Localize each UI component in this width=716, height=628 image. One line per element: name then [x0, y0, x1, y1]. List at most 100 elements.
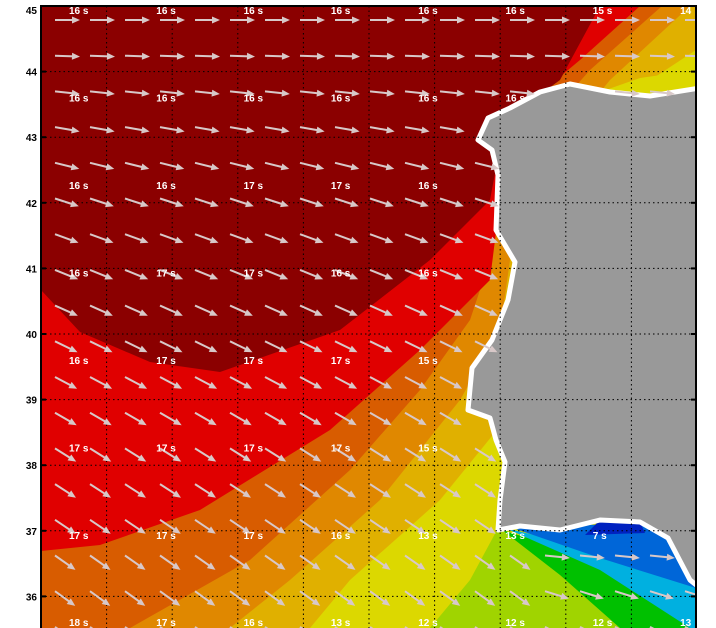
wave-arrow — [264, 52, 290, 60]
wave-arrow — [194, 233, 219, 244]
wave-arrow — [89, 483, 111, 498]
wave-arrow — [334, 161, 360, 171]
wave-arrow — [334, 89, 360, 97]
wave-arrow — [649, 590, 674, 600]
wave-arrow — [369, 89, 395, 97]
wave-arrow — [159, 411, 182, 426]
wave-arrow — [159, 161, 185, 171]
period-labels: 16 s 16 s 16 s 16 s 16 s 16 s 15 s 14 16 s 16 s 16… — [69, 6, 692, 628]
wave-arrow — [299, 89, 325, 97]
period-label: 17 s — [244, 269, 264, 280]
wave-arrow — [54, 161, 80, 171]
wave-arrow — [509, 590, 531, 606]
wave-arrow — [124, 518, 146, 534]
wave-arrow — [194, 89, 220, 97]
period-label: 16 s — [331, 6, 351, 17]
y-tick-label: 44 — [26, 68, 38, 79]
wave-arrow — [334, 52, 360, 60]
wave-arrow — [159, 89, 185, 97]
plot-frame — [40, 5, 697, 628]
period-label: 16 s — [418, 269, 438, 280]
period-label: 16 s — [69, 269, 89, 280]
wave-arrow — [299, 447, 322, 462]
band-period-9 — [505, 528, 696, 628]
wave-arrow — [369, 197, 394, 208]
period-label: 12 s — [506, 618, 526, 628]
y-tick-label: 42 — [26, 199, 38, 210]
wave-arrow — [54, 89, 80, 97]
wave-arrow — [194, 268, 219, 280]
period-label: 16 s — [69, 181, 89, 192]
wave-arrow — [369, 52, 395, 60]
wave-arrow — [334, 483, 356, 498]
wave-arrow — [439, 89, 465, 97]
wave-arrow — [194, 411, 217, 426]
wave-arrow — [334, 304, 358, 316]
wave-arrow — [334, 518, 356, 534]
wave-arrow — [369, 554, 391, 570]
wave-arrow — [334, 590, 356, 606]
wave-arrow — [124, 340, 148, 353]
wave-arrow — [264, 518, 286, 534]
period-label: 16 s — [331, 531, 351, 542]
wave-arrow — [124, 52, 150, 60]
period-label: 17 s — [331, 356, 351, 367]
wave-arrow — [474, 590, 496, 606]
wave-arrow — [124, 126, 150, 134]
wave-arrow — [684, 54, 696, 58]
wave-arrow — [334, 268, 359, 280]
period-label: 17 s — [331, 181, 351, 192]
wave-arrow — [579, 553, 605, 561]
y-tick-label: 39 — [26, 396, 38, 407]
period-label: 16 s — [244, 618, 264, 628]
wave-arrow — [509, 554, 531, 570]
wave-arrow — [159, 52, 185, 60]
wave-arrow — [264, 340, 288, 353]
wave-arrow — [650, 16, 675, 24]
wave-arrow — [299, 126, 325, 134]
wave-arrow — [54, 447, 77, 462]
wave-arrow — [404, 268, 429, 280]
wave-arrow — [475, 16, 500, 24]
y-tick-label: 45 — [26, 6, 38, 17]
wave-arrow — [299, 518, 321, 534]
wave-arrow — [89, 161, 115, 171]
period-label: 17 s — [156, 618, 176, 628]
wave-arrow — [54, 126, 80, 134]
period-label: 17 s — [331, 444, 351, 455]
wave-arrow — [124, 89, 150, 97]
wave-arrow — [334, 340, 358, 353]
wave-arrow — [474, 89, 500, 97]
wave-arrow — [299, 304, 323, 316]
wave-arrow — [685, 19, 696, 21]
wave-arrow — [159, 126, 185, 134]
wave-arrow — [334, 554, 356, 570]
wave-arrow — [474, 268, 499, 280]
wave-arrow — [299, 161, 325, 171]
period-label: 17 s — [244, 356, 264, 367]
period-label: 16 s — [69, 356, 89, 367]
period-label: 14 — [680, 6, 692, 17]
wave-arrow — [615, 16, 640, 24]
wave-arrow — [89, 233, 114, 244]
wave-arrow — [614, 553, 640, 561]
wave-arrow — [439, 590, 461, 606]
y-tick-label: 43 — [26, 133, 38, 144]
period-label: 16 s — [69, 94, 89, 105]
wave-arrow — [404, 52, 430, 60]
wave-arrow — [194, 447, 217, 462]
wave-arrow — [54, 233, 79, 244]
wave-arrow — [299, 590, 321, 606]
wave-arrow — [335, 16, 360, 24]
wave-arrow — [194, 554, 216, 570]
y-tick-label: 38 — [26, 461, 38, 472]
wave-arrow — [89, 304, 113, 316]
band-period-11 — [430, 530, 630, 628]
wave-arrow — [54, 52, 80, 60]
wave-arrow — [299, 268, 324, 280]
wave-arrow — [369, 304, 393, 316]
wave-arrow — [159, 233, 184, 244]
wave-arrow — [54, 411, 77, 426]
wave-arrow — [684, 590, 696, 598]
wave-arrow — [124, 483, 146, 498]
